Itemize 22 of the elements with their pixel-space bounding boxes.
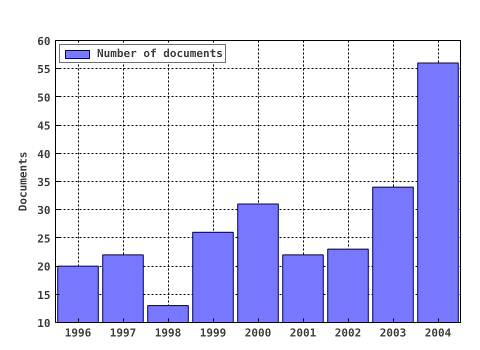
y-tick-label: 10 <box>37 317 51 330</box>
y-tick-label: 50 <box>37 91 51 104</box>
x-tick-label: 2003 <box>380 326 406 340</box>
x-tick-label: 2002 <box>334 326 362 340</box>
x-tick-label: 1999 <box>200 326 226 340</box>
y-tick-label: 25 <box>37 232 51 246</box>
x-tick-label: 2001 <box>290 326 317 340</box>
x-tick-label: 1997 <box>110 326 136 340</box>
x-tick-label: 1998 <box>154 326 182 340</box>
x-tick-label: 2004 <box>424 326 452 340</box>
y-tick-label: 15 <box>37 288 51 302</box>
y-tick-label: 35 <box>37 176 51 189</box>
y-tick-label: 45 <box>37 120 51 133</box>
x-tick-label: 1996 <box>64 326 92 340</box>
y-tick-label: 20 <box>37 260 51 274</box>
y-tick-label: 60 <box>37 35 51 48</box>
legend-label: Number of documents <box>97 47 223 60</box>
x-tick-label: 2000 <box>244 326 272 340</box>
y-axis-title: Documents <box>16 152 30 212</box>
y-tick-label: 30 <box>37 204 51 218</box>
y-tick-label: 55 <box>37 63 51 76</box>
y-tick-label: 40 <box>37 148 51 161</box>
